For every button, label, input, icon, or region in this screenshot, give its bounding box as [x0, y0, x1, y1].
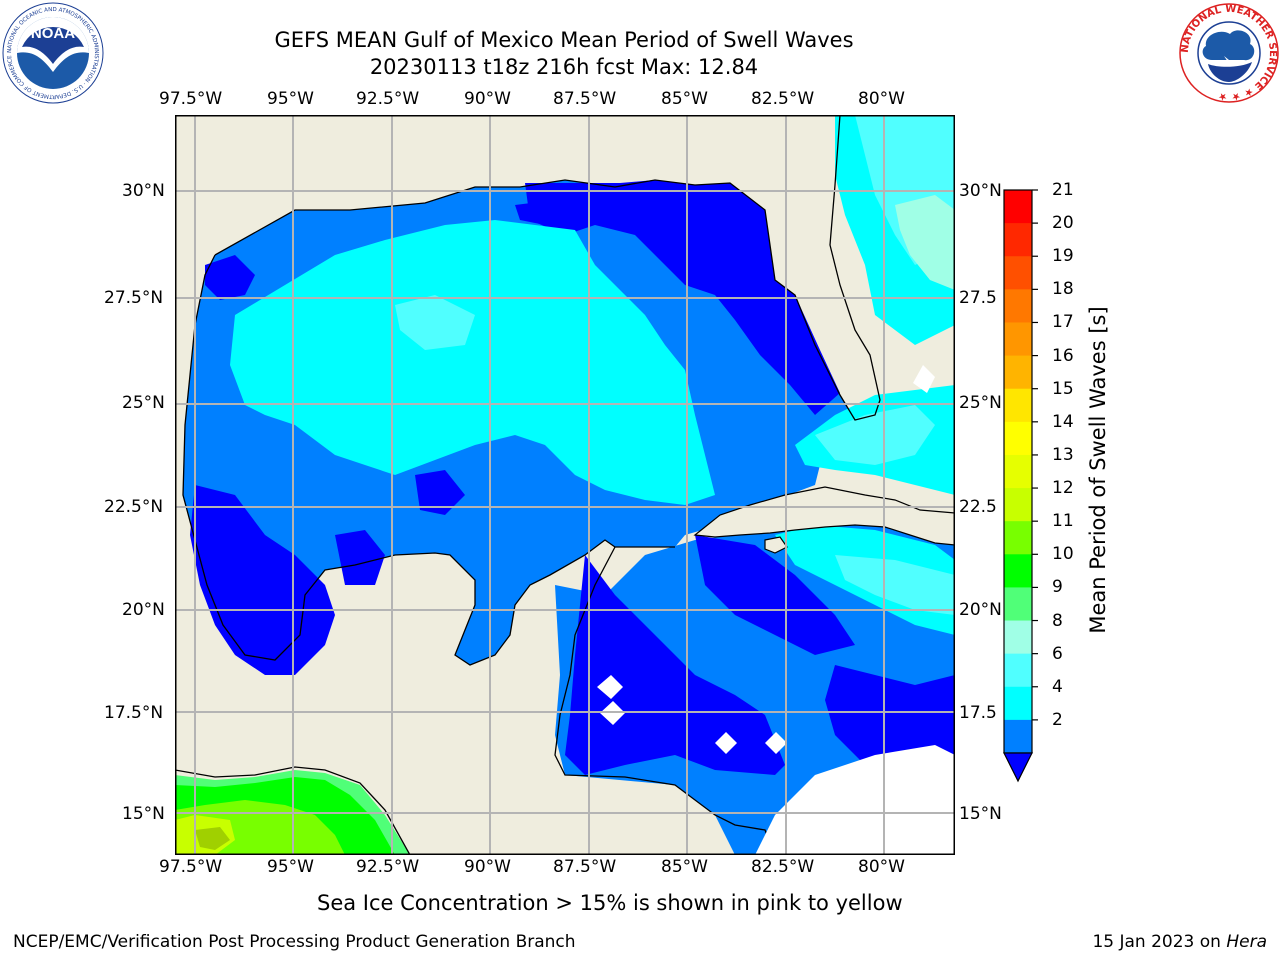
lat-label: 22.5°N: [104, 497, 164, 517]
colorbar-tick-label: 15: [1052, 378, 1074, 399]
colorbar-cell: [1004, 587, 1032, 622]
sea-ice-note: Sea Ice Concentration > 15% is shown in …: [317, 891, 903, 915]
swell-period-map: [175, 115, 955, 855]
colorbar-cell: [1004, 190, 1032, 224]
coastline: [554, 546, 776, 855]
footer-left: NCEP/EMC/Verification Post Processing Pr…: [13, 932, 576, 952]
lon-label: 87.5°W: [553, 857, 617, 877]
lon-label: 92.5°W: [356, 857, 420, 877]
colorbar-tick-label: 4: [1052, 676, 1063, 697]
lon-label: 97.5°W: [159, 857, 223, 877]
lat-label: 27.5°N: [104, 288, 164, 308]
lon-label: 82.5°W: [751, 857, 815, 877]
colorbar-tick-label: 19: [1052, 246, 1074, 267]
colorbar-extend-triangle: [1003, 752, 1033, 783]
colorbar-tick-label: 16: [1052, 345, 1074, 366]
footer-right: 15 Jan 2023 on Hera: [1092, 932, 1267, 952]
lat-label: 17.5°N: [104, 703, 164, 723]
pacific-field: [175, 770, 410, 855]
colorbar-cell: [1004, 521, 1032, 555]
colorbar-tick-label: 12: [1052, 478, 1074, 499]
coastline: [182, 254, 675, 666]
lat-label: 15°N: [959, 804, 1002, 824]
lon-label: 82.5°W: [751, 89, 815, 109]
colorbar-tick-label: 6: [1052, 643, 1063, 664]
colorbar-cell: [1004, 289, 1032, 323]
lat-label: 20°N: [959, 600, 1002, 620]
no-data: [597, 365, 955, 855]
footer-host: Hera: [1226, 932, 1267, 952]
colorbar-tick-label: 9: [1052, 577, 1063, 598]
lat-label: 30°N: [122, 181, 165, 201]
plot-subtitle: 20230113 t18z 216h fcst Max: 12.84: [369, 55, 759, 79]
lon-label: 85°W: [661, 89, 708, 109]
footer-date: 15 Jan 2023 on: [1092, 932, 1227, 952]
isla-de-la-juventud: [764, 536, 788, 554]
svg-text:NOAA: NOAA: [31, 25, 75, 42]
colorbar-cell: [1004, 322, 1032, 357]
lon-label: 80°W: [858, 89, 905, 109]
colorbar-cell: [1004, 653, 1032, 688]
colorbar-cell: [1004, 388, 1032, 423]
lat-label: 22.5: [959, 497, 997, 517]
colorbar-cell: [1004, 488, 1032, 522]
colorbar-cell: [1004, 223, 1032, 257]
coastline: [214, 115, 881, 421]
noaa-logo: NATIONAL OCEANIC AND ATMOSPHERIC ADMINIS…: [2, 2, 104, 104]
lon-label: 90°W: [464, 857, 511, 877]
colorbar-tick-label: 17: [1052, 312, 1074, 333]
lon-label: 95°W: [267, 89, 314, 109]
colorbar-tick-label: 20: [1052, 213, 1074, 234]
lat-label: 15°N: [122, 804, 165, 824]
lon-label: 92.5°W: [356, 89, 420, 109]
lat-label: 25°N: [959, 393, 1002, 413]
plot-title: GEFS MEAN Gulf of Mexico Mean Period of …: [274, 28, 854, 52]
lat-label: 30°N: [959, 181, 1002, 201]
colorbar-cell: [1004, 256, 1032, 290]
graticule: [175, 115, 955, 855]
cuba: [693, 486, 955, 546]
colorbar-cell: [1004, 719, 1032, 754]
lon-label: 90°W: [464, 89, 511, 109]
map-frame: [175, 115, 955, 855]
colorbar-tick-label: 21: [1052, 180, 1074, 200]
nws-logo: NATIONAL WEATHER SERVICE ★ ★ ★: [1179, 3, 1279, 103]
lat-label: 17.5: [959, 703, 997, 723]
colorbar-label: Mean Period of Swell Waves [s]: [1086, 306, 1110, 634]
lon-label: 85°W: [661, 857, 708, 877]
colorbar-cell: [1004, 686, 1032, 721]
lat-label: 25°N: [122, 393, 165, 413]
lon-label: 97.5°W: [159, 89, 223, 109]
colorbar-tick-label: 14: [1052, 411, 1074, 432]
colorbar-cell: [1004, 421, 1032, 456]
lat-label: 27.5: [959, 288, 997, 308]
colorbar-tick-label: 2: [1052, 709, 1063, 730]
colorbar-tick-label: 8: [1052, 610, 1063, 631]
colorbar-cell: [1004, 454, 1032, 489]
coastline: [175, 766, 411, 855]
lon-label: 95°W: [267, 857, 314, 877]
lon-label: 80°W: [858, 857, 905, 877]
colorbar-cell: [1004, 355, 1032, 390]
colorbar-tick-label: 18: [1052, 279, 1074, 300]
colorbar: [1003, 189, 1038, 783]
colorbar-cell: [1004, 620, 1032, 655]
colorbar-tick-label: 10: [1052, 544, 1074, 565]
lon-label: 87.5°W: [553, 89, 617, 109]
colorbar-tick-label: 11: [1052, 511, 1074, 532]
field-8-9: [895, 195, 955, 290]
field-lt2: [190, 180, 955, 775]
colorbar-cell: [1004, 554, 1032, 588]
lat-label: 20°N: [122, 600, 165, 620]
colorbar-tick-label: 13: [1052, 444, 1074, 465]
